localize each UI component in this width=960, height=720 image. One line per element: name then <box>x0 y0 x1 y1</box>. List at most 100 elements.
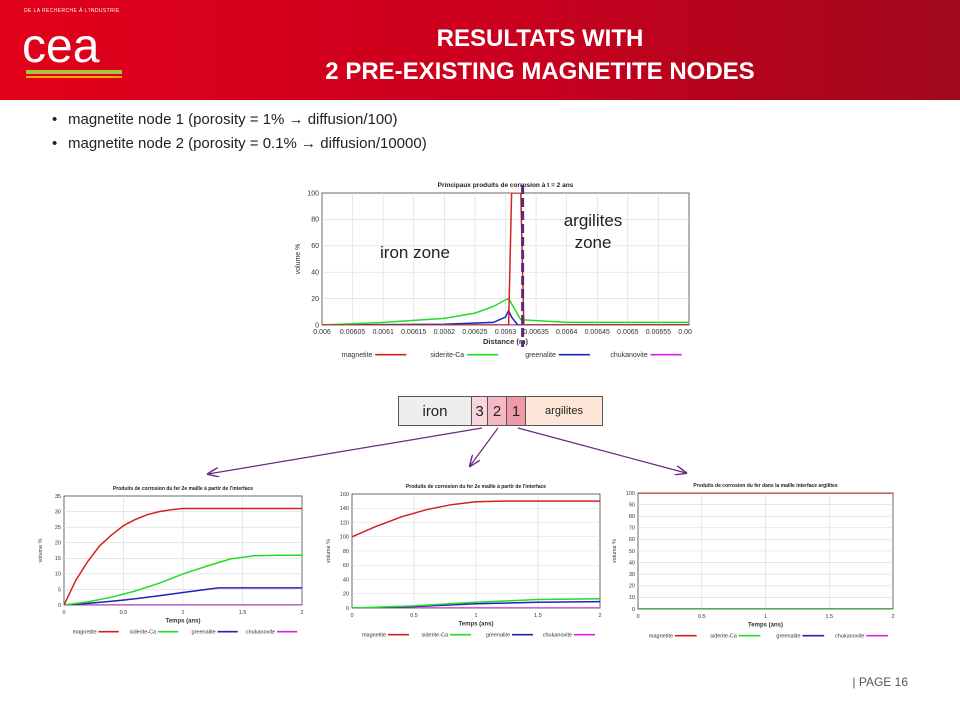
y-tick-label: 0 <box>346 606 349 612</box>
series-line-greenalite <box>322 308 689 325</box>
y-tick-label: 0 <box>58 603 61 609</box>
y-tick-label: 80 <box>343 549 349 555</box>
legend-label: chukanovite <box>835 634 864 640</box>
series-line-greenalite <box>64 587 302 605</box>
x-tick-label: 1.5 <box>534 613 542 619</box>
y-tick-label: 20 <box>629 584 635 590</box>
x-tick-label: 1 <box>181 610 184 616</box>
y-tick-label: 120 <box>340 520 349 526</box>
x-tick-label: 0.0062 <box>434 329 456 336</box>
cell-3: 3 <box>471 396 488 426</box>
argilites-zone-label: argilites zone <box>548 210 638 254</box>
legend-label: siderite-Ca <box>430 352 464 359</box>
legend-label: magnetite <box>362 633 386 639</box>
y-tick-label: 40 <box>343 577 349 583</box>
y-tick-label: 100 <box>626 491 635 497</box>
y-tick-label: 40 <box>629 560 635 566</box>
legend-label: greenalite <box>525 352 556 359</box>
x-axis-label: Temps (ans) <box>166 619 201 625</box>
iron-zone-label: iron zone <box>380 243 450 262</box>
y-tick-label: 60 <box>343 563 349 569</box>
y-tick-label: 30 <box>629 572 635 578</box>
bullet-item: magnetite node 2 (porosity = 0.1% → diff… <box>52 132 427 156</box>
bullet-list: magnetite node 1 (porosity = 1% → diffus… <box>52 108 427 156</box>
y-axis-label: volume % <box>38 538 44 562</box>
x-tick-label: 0.5 <box>120 610 128 616</box>
y-tick-label: 100 <box>340 535 349 541</box>
x-axis-label: Temps (ans) <box>459 622 494 628</box>
page-footer: | PAGE 16 <box>852 675 908 689</box>
y-tick-label: 70 <box>629 526 635 532</box>
chart-title: Produits de corrosion du fer 2e maille à… <box>406 484 546 490</box>
y-tick-label: 0 <box>632 607 635 613</box>
legend-label: magnetite <box>649 634 673 640</box>
chart-panel-right: Produits de corrosion du fer dans la mai… <box>610 477 900 647</box>
x-tick-label: 0.5 <box>410 613 418 619</box>
y-tick-label: 80 <box>311 217 319 224</box>
y-tick-label: 35 <box>55 494 61 500</box>
cell-2: 2 <box>487 396 507 426</box>
legend-label: chukanovite <box>610 352 647 359</box>
cea-logo: cea <box>22 20 122 78</box>
y-tick-label: 50 <box>629 549 635 555</box>
x-tick-label: 0.5 <box>698 614 706 620</box>
x-tick-label: 0 <box>636 614 639 620</box>
chart-panel-middle: Produits de corrosion du fer 2e maille à… <box>322 478 610 648</box>
cell-1: 1 <box>506 396 526 426</box>
legend-label: siderite-Ca <box>130 630 158 636</box>
x-tick-label: 0.0066 <box>678 329 692 336</box>
arrow-to-chart-right <box>517 427 686 473</box>
legend-label: magnetite <box>342 352 373 359</box>
x-tick-label: 0.00635 <box>523 329 548 336</box>
y-tick-label: 160 <box>340 492 349 498</box>
x-tick-label: 2 <box>891 614 894 620</box>
x-axis-label: Distance (m) <box>483 337 529 346</box>
x-tick-label: 1.5 <box>825 614 833 620</box>
y-tick-label: 20 <box>55 541 61 547</box>
y-tick-label: 60 <box>311 243 319 250</box>
y-axis-label: volume % <box>326 539 332 563</box>
y-tick-label: 100 <box>307 190 319 197</box>
y-tick-label: 90 <box>629 502 635 508</box>
y-tick-label: 20 <box>311 296 319 303</box>
chart-interface-argilites: Produits de corrosion du fer dans la mai… <box>612 483 895 640</box>
y-tick-label: 15 <box>55 556 61 562</box>
chart-title: Produits de corrosion du fer 2e maille à… <box>113 486 253 492</box>
y-tick-label: 10 <box>55 572 61 578</box>
y-tick-label: 5 <box>58 587 61 593</box>
series-line-siderite-ca <box>322 297 689 325</box>
y-tick-label: 40 <box>311 270 319 277</box>
chart-panel-left: Produits de corrosion du fer 2e maille à… <box>38 480 310 650</box>
x-tick-label: 0.006 <box>313 329 331 336</box>
cell-argilites: argilites <box>525 396 603 426</box>
x-tick-label: 0.0063 <box>495 329 517 336</box>
x-tick-label: 0 <box>62 610 65 616</box>
header-banner: DE LA RECHERCHE À L'INDUSTRIE cea RESULT… <box>0 0 960 100</box>
legend-label: greenalite <box>192 630 216 636</box>
argilites-zone-line-2: zone <box>574 233 612 252</box>
legend-label: magnetite <box>73 630 97 636</box>
x-tick-label: 1 <box>474 613 477 619</box>
x-tick-label: 0.00615 <box>401 329 426 336</box>
chart-title: Principaux produits de corrosion à t = 2… <box>438 182 574 189</box>
series-line-magnetite <box>352 500 600 538</box>
logo-tagline: DE LA RECHERCHE À L'INDUSTRIE <box>24 8 120 14</box>
x-tick-label: 0.0064 <box>556 329 578 336</box>
legend-label: greenalite <box>486 633 510 639</box>
x-tick-label: 0.00605 <box>340 329 365 336</box>
chart-node-2: Produits de corrosion du fer 2e maille à… <box>38 486 304 636</box>
y-tick-label: 25 <box>55 525 61 531</box>
y-tick-label: 80 <box>629 514 635 520</box>
series-line-magnetite <box>64 507 302 605</box>
title-line-1: RESULTATS WITH <box>436 25 644 52</box>
title-line-2: 2 PRE-EXISTING MAGNETITE NODES <box>325 58 755 85</box>
x-tick-label: 0.00625 <box>462 329 487 336</box>
legend-label: chukanovite <box>543 633 572 639</box>
legend-label: greenalite <box>776 634 800 640</box>
chart-panel-top: Principaux produits de corrosion à t = 2… <box>283 168 700 368</box>
y-tick-label: 30 <box>55 509 61 515</box>
x-tick-label: 1.5 <box>239 610 247 616</box>
argilites-zone-line-1: argilites <box>563 211 623 230</box>
x-tick-label: 0.00645 <box>585 329 610 336</box>
x-tick-label: 2 <box>598 613 601 619</box>
